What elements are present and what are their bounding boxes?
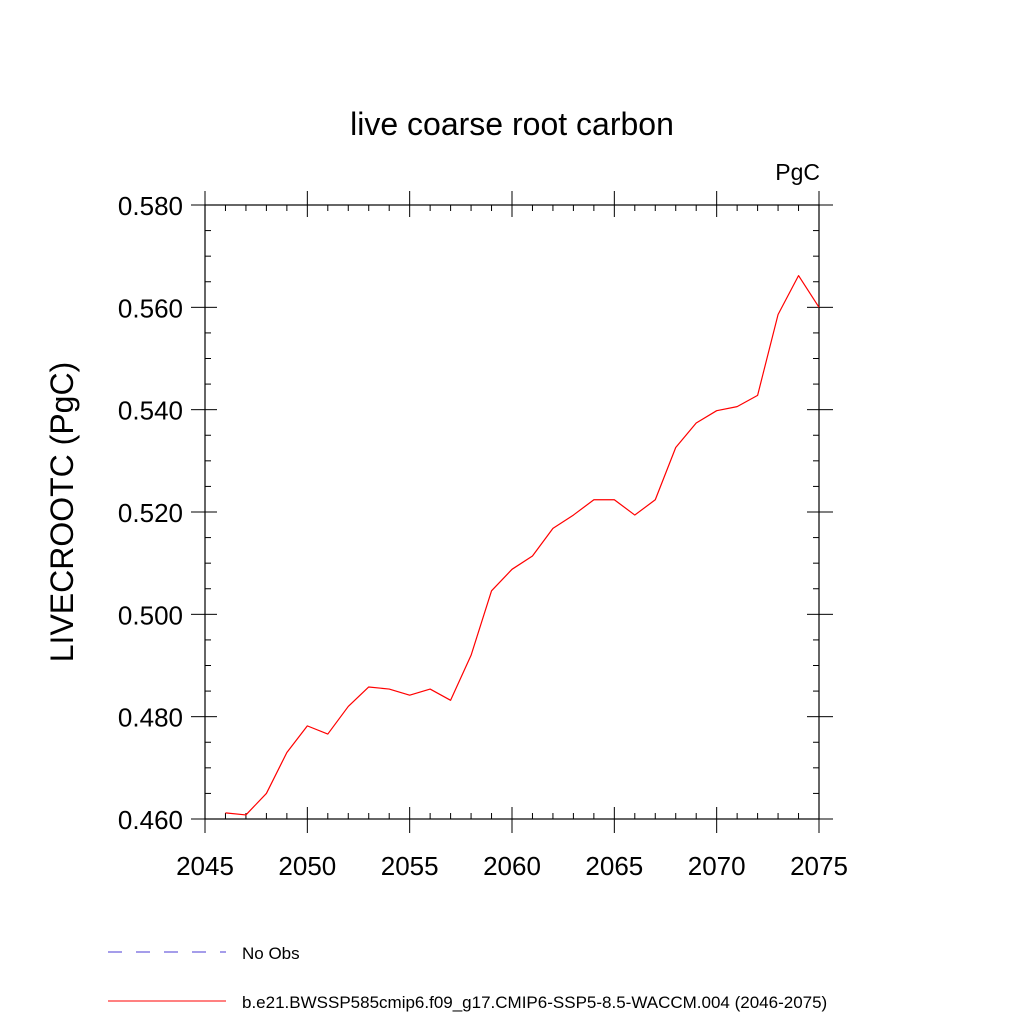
data-point [327, 733, 329, 735]
x-tick-label: 2055 [381, 851, 439, 881]
data-point [818, 306, 820, 308]
axis-ticks: 2045 2050 2055 2060 2065 2070 2075 0.460 0.480 0.… [118, 191, 848, 881]
legend-label: b.e21.BWSSP585cmip6.f09_g17.CMIP6-SSP5-8… [242, 993, 827, 1012]
data-point [409, 694, 411, 696]
data-point [593, 499, 595, 501]
data-point [716, 410, 718, 412]
data-point [225, 812, 227, 814]
y-tick-label: 0.560 [118, 293, 183, 323]
series-line [225, 275, 820, 816]
x-tick-label: 2065 [585, 851, 643, 881]
legend-label: No Obs [242, 944, 300, 963]
data-point [491, 590, 493, 592]
data-point [777, 314, 779, 316]
data-point [695, 422, 697, 424]
data-point [286, 752, 288, 754]
data-point [306, 725, 308, 727]
x-tick-label: 2060 [483, 851, 541, 881]
x-tick-label: 2070 [688, 851, 746, 881]
plot-frame [204, 204, 820, 820]
data-point [368, 686, 370, 688]
y-tick-label: 0.480 [118, 703, 183, 733]
y-tick-label: 0.520 [118, 498, 183, 528]
data-point [450, 699, 452, 701]
y-tick-label: 0.500 [118, 600, 183, 630]
data-point [736, 406, 738, 408]
data-point [429, 688, 431, 690]
data-point [757, 394, 759, 396]
data-point [675, 447, 677, 449]
series-layer [225, 275, 820, 816]
data-point [266, 793, 268, 795]
data-point [388, 688, 390, 690]
legend: No Obs b.e21.BWSSP585cmip6.f09_g17.CMIP6-… [108, 944, 827, 1012]
data-point [347, 706, 349, 708]
data-point [511, 568, 513, 570]
units-label: PgC [775, 159, 820, 185]
data-point [552, 527, 554, 529]
y-tick-label: 0.460 [118, 805, 183, 835]
data-point [634, 514, 636, 516]
data-point [654, 499, 656, 501]
y-tick-label: 0.540 [118, 396, 183, 426]
data-point [573, 514, 575, 516]
data-point [245, 814, 247, 816]
data-point [798, 275, 800, 277]
data-point [532, 555, 534, 557]
x-tick-label: 2075 [790, 851, 848, 881]
data-point [470, 654, 472, 656]
y-tick-label: 0.580 [118, 191, 183, 221]
y-axis-label: LIVECROOTC (PgC) [44, 362, 80, 662]
x-tick-label: 2045 [176, 851, 234, 881]
data-point [613, 499, 615, 501]
chart-title: live coarse root carbon [350, 106, 674, 142]
x-tick-label: 2050 [278, 851, 336, 881]
